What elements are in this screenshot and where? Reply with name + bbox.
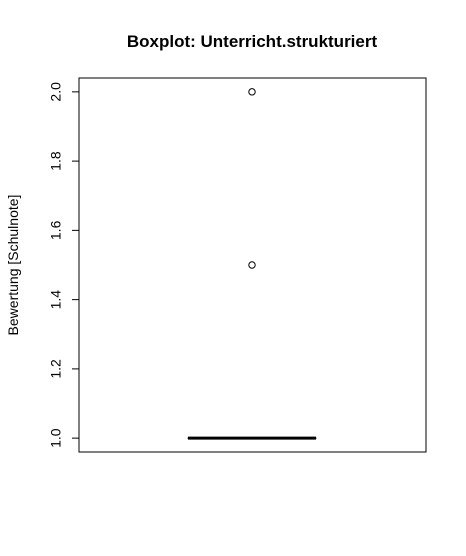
y-axis-label: Bewertung [Schulnote] <box>5 195 21 336</box>
y-tick-label: 1.4 <box>48 290 64 310</box>
y-tick-label: 2.0 <box>48 82 64 102</box>
y-tick-label: 1.0 <box>48 428 64 448</box>
y-tick-label: 1.8 <box>48 151 64 171</box>
y-tick-label: 1.2 <box>48 359 64 379</box>
plot-frame <box>79 78 426 452</box>
boxplot-marks <box>188 89 316 438</box>
outlier-point <box>249 262 255 268</box>
y-tick-label: 1.6 <box>48 220 64 240</box>
chart-title: Boxplot: Unterricht.strukturiert <box>127 32 378 51</box>
y-axis-ticks: 1.0 1.2 1.4 1.6 1.8 2.0 <box>48 82 79 448</box>
outlier-point <box>249 89 255 95</box>
